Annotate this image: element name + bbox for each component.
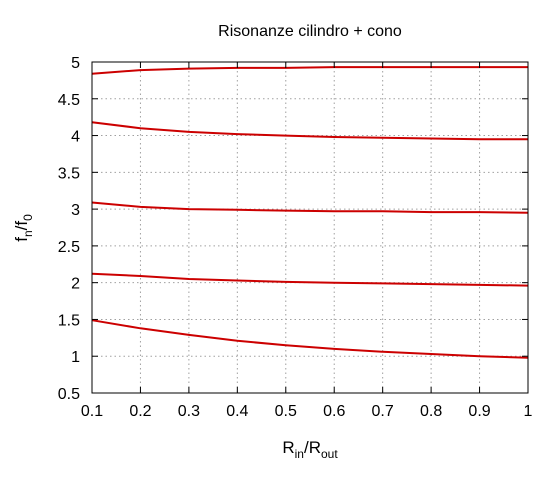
y-tick-label: 1 [71,349,80,366]
x-tick-label: 0.7 [372,403,394,420]
x-tick-label: 0.5 [275,403,297,420]
resonance-line-5 [91,66,528,75]
y-tick-label: 4.5 [58,92,80,109]
x-tick-label: 0.9 [468,403,490,420]
y-tick-label: 5 [71,55,80,72]
y-tick-label: 2.5 [58,239,80,256]
resonance-line-1 [91,319,529,359]
y-tick-label: 0.5 [58,386,80,403]
y-axis-label: fn/f0 [12,214,35,242]
resonance-line-3 [91,201,529,214]
x-tick-label: 0.4 [226,403,248,420]
y-tick-label: 1.5 [58,312,80,329]
series-group [91,66,529,359]
x-tick-label: 0.8 [420,403,442,420]
ticks: 0.1 0.2 0.3 0.4 0.5 0.6 0.7 0.8 0.9 1 0.5 1 1.5 2 2.5 3… [58,55,533,420]
y-tick-label: 2 [71,276,80,293]
x-axis-label: Rin/Rout [282,438,338,461]
chart-title: Risonanze cilindro + cono [218,23,402,40]
resonance-line-2 [91,272,529,287]
x-tick-label: 0.1 [81,403,103,420]
grid [92,62,528,393]
x-tick-label: 1 [524,403,533,420]
plot-frame [91,61,529,394]
x-tick-label: 0.2 [129,403,151,420]
y-tick-label: 3 [71,202,80,219]
y-tick-label: 4 [71,129,80,146]
x-tick-label: 0.6 [323,403,345,420]
y-tick-label: 3.5 [58,165,80,182]
x-tick-label: 0.3 [178,403,200,420]
resonance-line-4 [91,121,528,141]
